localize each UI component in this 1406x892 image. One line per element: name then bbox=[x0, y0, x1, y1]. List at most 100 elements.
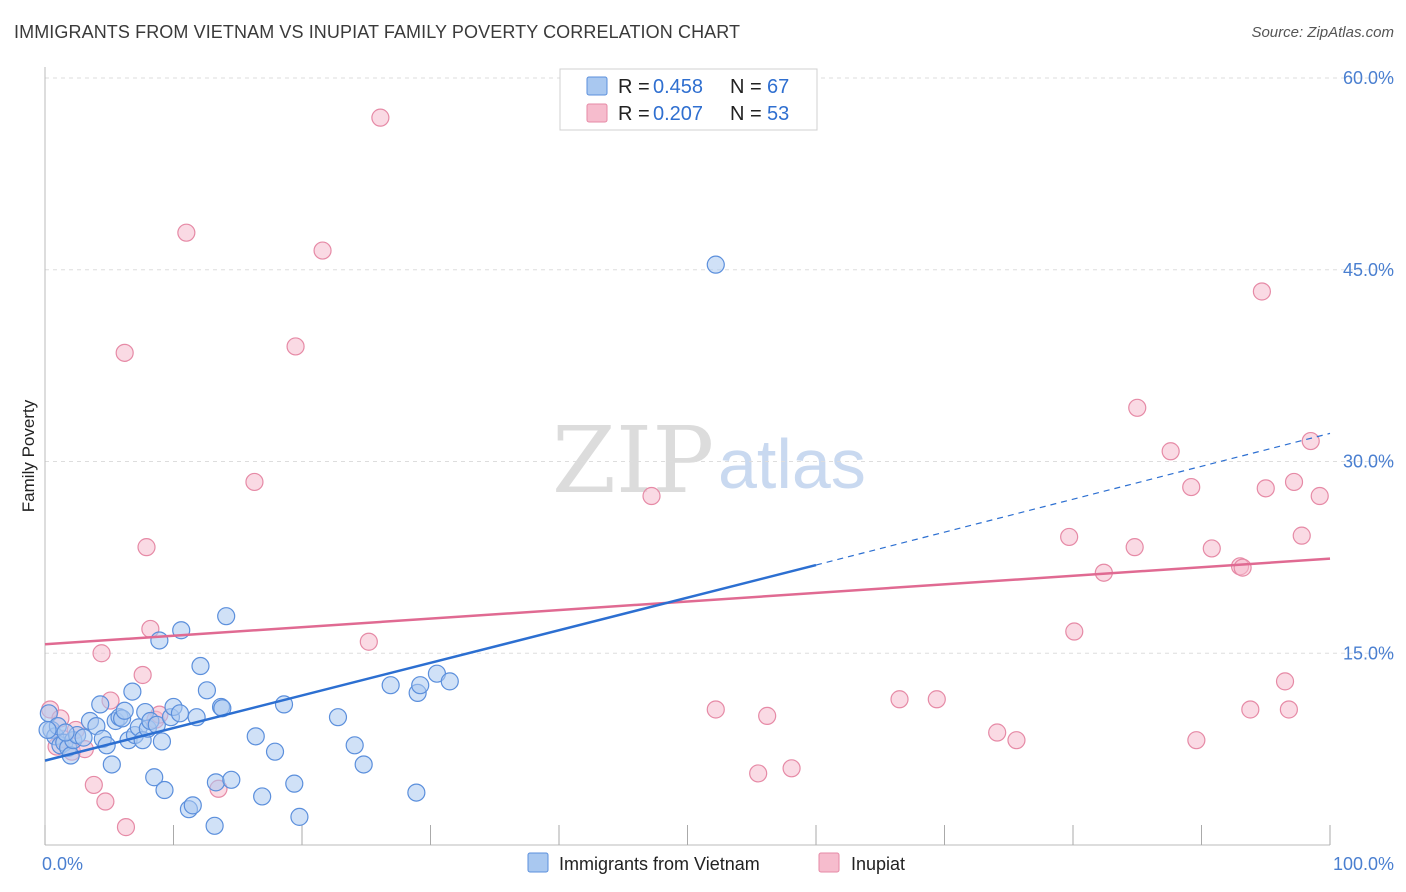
vietnam-point-33 bbox=[155, 780, 174, 800]
vietnam-point-32 bbox=[152, 732, 172, 751]
inupiat-point-7 bbox=[84, 775, 103, 795]
inupiat-point-52 bbox=[1310, 486, 1329, 506]
vietnam-point-51 bbox=[265, 742, 285, 761]
x-tick-label-max: 100.0% bbox=[1333, 854, 1394, 874]
correlation-legend: R = 0.458 N = 67 R = 0.207 N = 53 bbox=[559, 68, 818, 131]
vietnam-point-64 bbox=[706, 255, 725, 274]
inupiat-point-22 bbox=[313, 241, 332, 260]
vietnam-point-47 bbox=[217, 607, 236, 626]
inupiat-point-39 bbox=[1161, 442, 1180, 461]
inupiat-point-20 bbox=[245, 472, 264, 492]
vietnam-point-20 bbox=[115, 701, 134, 720]
watermark-zip: ZIP bbox=[552, 407, 714, 514]
vietnam-point-44 bbox=[206, 773, 226, 792]
inupiat-point-35 bbox=[1065, 622, 1084, 641]
bottom-legend-label-vietnam: Immigrants from Vietnam bbox=[559, 854, 760, 874]
vietnam-point-16 bbox=[102, 755, 121, 774]
inupiat-point-44 bbox=[1233, 558, 1252, 577]
vietnam-point-49 bbox=[246, 727, 265, 746]
inupiat-point-21 bbox=[286, 337, 305, 356]
legend-r-label-vietnam: R = bbox=[618, 76, 650, 98]
inupiat-point-53 bbox=[1301, 431, 1320, 451]
y-tick-label-30: 30.0% bbox=[1343, 452, 1394, 472]
vietnam-point-54 bbox=[290, 807, 309, 826]
inupiat-point-33 bbox=[1007, 731, 1026, 750]
vietnam-point-59 bbox=[407, 783, 426, 802]
inupiat-point-29 bbox=[782, 759, 801, 778]
inupiat-point-45 bbox=[1241, 700, 1260, 719]
inupiat-point-49 bbox=[1279, 700, 1298, 719]
legend-swatch-inupiat bbox=[586, 103, 608, 123]
inupiat-point-37 bbox=[1125, 538, 1144, 557]
vietnam-point-29 bbox=[145, 768, 164, 787]
vietnam-point-41 bbox=[191, 656, 210, 676]
inupiat-point-48 bbox=[1275, 672, 1295, 691]
inupiat-point-14 bbox=[137, 538, 156, 557]
legend-swatch-vietnam bbox=[586, 76, 608, 96]
watermark-atlas: atlas bbox=[718, 425, 866, 503]
vietnam-point-63 bbox=[440, 672, 459, 691]
inupiat-point-46 bbox=[1252, 282, 1271, 301]
bottom-legend-swatch-inupiat bbox=[818, 852, 840, 873]
y-axis-tick-labels: 15.0% 30.0% 45.0% 60.0% bbox=[1343, 68, 1394, 663]
inupiat-point-31 bbox=[927, 690, 946, 709]
vietnam-point-13 bbox=[91, 695, 110, 714]
inupiat-point-18 bbox=[177, 223, 196, 242]
legend-n-label-vietnam: N = bbox=[730, 76, 762, 98]
legend-r-label-inupiat: R = bbox=[618, 103, 650, 125]
inupiat-point-26 bbox=[706, 700, 725, 719]
inupiat-point-9 bbox=[96, 792, 115, 811]
legend-n-value-inupiat: 53 bbox=[767, 103, 789, 125]
y-tick-label-15: 15.0% bbox=[1343, 643, 1394, 663]
legend-r-value-inupiat: 0.207 bbox=[653, 103, 703, 125]
x-tick-label-min: 0.0% bbox=[42, 854, 83, 874]
vietnam-point-53 bbox=[285, 774, 304, 793]
legend-r-value-vietnam: 0.458 bbox=[653, 76, 703, 98]
x-axis-ticks bbox=[44, 825, 1331, 845]
watermark: ZIP atlas bbox=[552, 407, 866, 514]
vietnam-point-50 bbox=[253, 787, 272, 806]
inupiat-point-47 bbox=[1256, 479, 1275, 498]
inupiat-point-41 bbox=[1187, 731, 1206, 750]
bottom-legend-label-inupiat: Inupiat bbox=[851, 854, 905, 874]
vietnam-point-57 bbox=[354, 755, 373, 774]
inupiat-point-42 bbox=[1202, 539, 1221, 558]
legend-n-value-vietnam: 67 bbox=[767, 76, 789, 98]
inupiat-point-30 bbox=[890, 690, 909, 709]
vietnam-point-36 bbox=[170, 704, 190, 723]
trend-line-inupiat bbox=[44, 557, 1331, 646]
vietnam-point-10 bbox=[74, 728, 93, 747]
y-tick-label-45: 45.0% bbox=[1343, 260, 1394, 280]
inupiat-point-40 bbox=[1182, 477, 1201, 497]
vietnam-point-31 bbox=[150, 631, 169, 650]
chart-source: Source: ZipAtlas.com bbox=[1251, 24, 1394, 41]
inupiat-point-28 bbox=[758, 706, 777, 725]
inupiat-point-34 bbox=[1060, 527, 1079, 547]
inupiat-point-32 bbox=[988, 723, 1007, 742]
inupiat-point-24 bbox=[371, 108, 390, 127]
trend-line-vietnam-extension bbox=[815, 432, 1331, 566]
chart-title: IMMIGRANTS FROM VIETNAM VS INUPIAT FAMIL… bbox=[14, 22, 741, 42]
legend-n-label-inupiat: N = bbox=[730, 103, 762, 125]
series-legend: Immigrants from Vietnam Inupiat bbox=[527, 852, 905, 874]
vietnam-point-22 bbox=[123, 682, 142, 701]
vietnam-point-56 bbox=[345, 736, 364, 755]
trend-lines bbox=[44, 432, 1331, 762]
inupiat-point-27 bbox=[749, 764, 768, 783]
series-vietnam-points bbox=[38, 255, 725, 835]
vietnam-point-39 bbox=[183, 796, 202, 815]
vietnam-point-55 bbox=[328, 708, 348, 727]
inupiat-point-13 bbox=[133, 665, 152, 685]
vietnam-point-66 bbox=[56, 723, 75, 742]
inupiat-point-8 bbox=[92, 644, 111, 663]
inupiat-point-25 bbox=[642, 486, 661, 506]
vietnam-point-65 bbox=[38, 720, 57, 740]
inupiat-point-50 bbox=[1284, 472, 1304, 492]
vietnam-point-43 bbox=[205, 816, 224, 835]
inupiat-point-11 bbox=[116, 818, 136, 837]
y-tick-label-60: 60.0% bbox=[1343, 68, 1394, 88]
vietnam-point-48 bbox=[222, 770, 241, 789]
inupiat-point-23 bbox=[359, 632, 378, 651]
bottom-legend-swatch-vietnam bbox=[527, 852, 549, 873]
